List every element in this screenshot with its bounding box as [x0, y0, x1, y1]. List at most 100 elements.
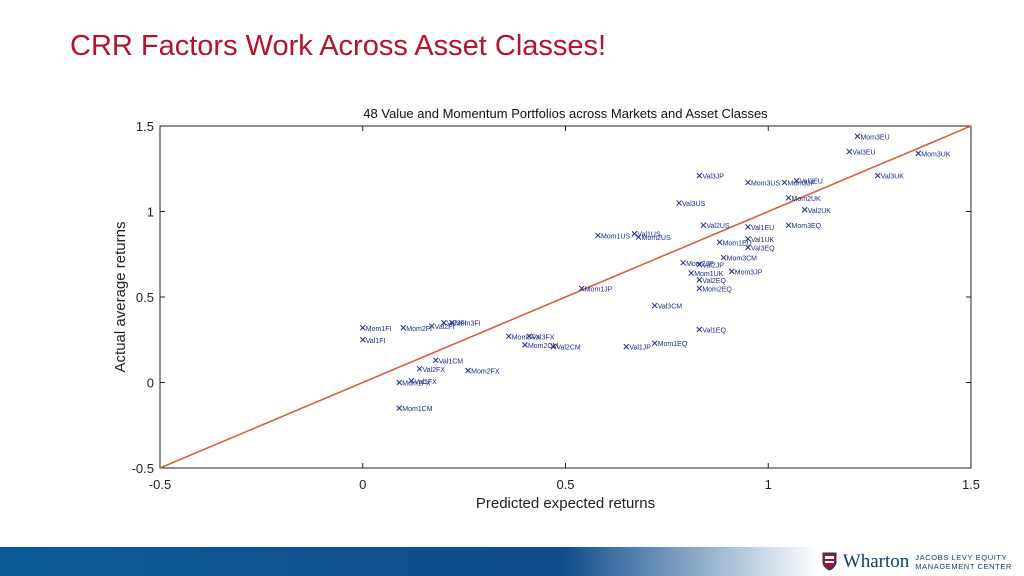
- data-point-label: Mom2FI: [406, 326, 432, 333]
- data-point-label: Mom1EU: [723, 240, 752, 247]
- data-point: [526, 333, 532, 340]
- data-point: [854, 133, 861, 140]
- data-point: [745, 224, 751, 230]
- data-point-label: Val3EU: [800, 179, 823, 186]
- data-point-label: Mom3FI: [455, 321, 481, 328]
- data-point: [359, 324, 366, 331]
- data-point: [745, 236, 751, 242]
- data-point: [428, 323, 435, 329]
- data-point: [688, 270, 695, 276]
- wharton-logo: Wharton JACOBS LEVY EQUITY MANAGEMENT CE…: [822, 548, 1012, 575]
- brand-subtitle: JACOBS LEVY EQUITY MANAGEMENT CENTER: [915, 553, 1012, 571]
- data-point-label: Mom3EU: [860, 134, 889, 141]
- data-point-label: Mom1FI: [366, 326, 392, 333]
- slide-title: CRR Factors Work Across Asset Classes!: [70, 30, 607, 62]
- data-point: [874, 172, 881, 179]
- data-point: [595, 232, 601, 239]
- data-point-label: Mom1UK: [694, 271, 724, 278]
- x-tick-label: 0: [359, 477, 366, 492]
- data-point-label: Mom3US: [751, 180, 781, 187]
- data-point-label: Mom2EQ: [702, 286, 732, 293]
- data-point: [781, 179, 788, 186]
- data-point-label: Val1EU: [751, 225, 774, 232]
- data-point: [465, 367, 472, 374]
- data-point: [696, 277, 703, 283]
- chart-title: 48 Value and Momentum Portfolios across …: [363, 106, 768, 121]
- brand-line-2: MANAGEMENT CENTER: [915, 561, 1012, 571]
- data-point: [550, 343, 557, 350]
- data-point: [396, 405, 403, 412]
- x-tick-label: -0.5: [149, 477, 171, 492]
- data-point: [359, 336, 366, 343]
- data-point-label: Val1CM: [439, 358, 464, 365]
- data-point: [745, 179, 751, 186]
- data-point-label: Val3CM: [658, 304, 683, 311]
- data-point-label: Mom1CM: [402, 406, 433, 413]
- data-point-label: Val2FX: [423, 367, 446, 374]
- y-tick-label: 1: [147, 205, 154, 220]
- data-point: [396, 379, 403, 386]
- wharton-shield-icon: [822, 552, 837, 571]
- data-point: [716, 239, 723, 246]
- data-point-label: Val2FI: [435, 324, 455, 331]
- data-point: [408, 377, 415, 384]
- data-point: [728, 268, 735, 275]
- data-point-label: Val2US: [706, 223, 730, 230]
- data-point-label: Val1EQ: [702, 327, 726, 334]
- data-point: [700, 222, 707, 229]
- data-point-label: Mom3UK: [921, 151, 951, 158]
- data-point-label: Val2JP: [702, 263, 724, 270]
- data-point: [745, 244, 751, 251]
- data-point: [522, 342, 528, 348]
- data-point-label: Val1FX: [414, 379, 437, 386]
- data-point-label: Mom1EQ: [658, 341, 688, 348]
- data-point-label: Val1FI: [366, 338, 386, 345]
- brand-line-1: JACOBS LEVY EQUITY: [915, 552, 1008, 562]
- data-point-label: Mom3JP: [787, 180, 815, 187]
- data-point: [440, 319, 447, 326]
- data-point: [680, 259, 686, 266]
- footer-bar: [0, 547, 1024, 576]
- y-tick-label: 0.5: [136, 290, 154, 305]
- data-point-label: Mom3JP: [735, 269, 763, 276]
- x-tick-label: 1.5: [962, 477, 980, 492]
- data-point: [416, 365, 423, 372]
- data-point-label: Val3US: [682, 201, 706, 208]
- data-point: [505, 333, 512, 340]
- data-point-label: Val3JP: [702, 174, 724, 181]
- data-point: [696, 326, 703, 333]
- data-point-label: Val3FX: [532, 334, 555, 341]
- data-point-label: Mom2CM: [528, 343, 559, 350]
- data-point: [400, 324, 407, 331]
- data-point: [785, 222, 792, 229]
- data-point-label: Mom1JP: [585, 286, 613, 293]
- data-point-label: Val2EQ: [702, 278, 726, 285]
- y-tick-label: -0.5: [132, 461, 154, 476]
- data-point-label: Mom2US: [641, 235, 671, 242]
- data-point: [696, 261, 703, 268]
- data-point-label: Mom1FX: [402, 381, 431, 388]
- data-point: [696, 172, 703, 179]
- data-point-label: Val1JP: [629, 345, 651, 352]
- data-point: [915, 150, 922, 157]
- data-point-label: Mom2UK: [792, 196, 822, 203]
- data-point: [635, 234, 642, 241]
- data-point-label: Val3FI: [447, 321, 467, 328]
- data-point-label: Val3UK: [881, 174, 905, 181]
- reference-line-45deg: [159, 125, 972, 469]
- data-point: [578, 285, 585, 292]
- data-point-label: Val1UK: [751, 237, 775, 244]
- data-point: [793, 177, 800, 184]
- data-point: [696, 285, 703, 292]
- y-tick-label: 0: [147, 376, 154, 391]
- data-point: [623, 343, 630, 350]
- scatter-chart: 48 Value and Momentum Portfolios across …: [112, 106, 980, 512]
- brand-name: Wharton: [842, 550, 910, 572]
- data-point-label: Val3EU: [852, 150, 875, 157]
- y-axis-label: Actual average returns: [112, 222, 129, 373]
- data-point: [651, 340, 658, 347]
- data-point: [432, 357, 439, 364]
- y-tick-label: 1.5: [136, 119, 154, 134]
- x-tick-label: 1: [765, 477, 772, 492]
- data-point-label: Mom3CM: [727, 256, 758, 263]
